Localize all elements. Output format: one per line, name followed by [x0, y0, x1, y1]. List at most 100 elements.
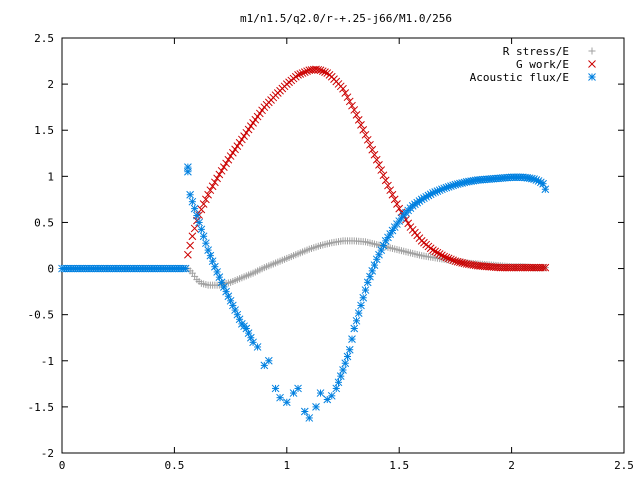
data-point — [458, 258, 466, 267]
data-point — [381, 176, 390, 185]
data-point — [442, 253, 451, 262]
data-point — [345, 345, 354, 354]
data-point — [440, 252, 449, 261]
data-point — [300, 68, 309, 76]
data-point — [372, 155, 381, 164]
legend-label: G work/E — [516, 58, 569, 71]
data-point — [460, 259, 469, 268]
data-point — [352, 316, 361, 325]
data-point — [339, 84, 347, 93]
data-point — [327, 391, 336, 400]
chart-title: m1/n1.5/q2.0/r-+.25-j66/M1.0/256 — [240, 12, 452, 25]
data-point — [447, 255, 455, 264]
data-point — [204, 190, 212, 199]
data-point — [390, 195, 399, 204]
data-point — [213, 174, 221, 183]
data-point — [199, 200, 208, 208]
x-tick-label: 2 — [508, 459, 515, 472]
data-point — [237, 135, 246, 144]
data-point — [228, 148, 237, 157]
data-point — [312, 65, 320, 74]
data-point — [220, 163, 228, 171]
data-point — [190, 204, 199, 213]
data-point — [379, 171, 388, 180]
data-point — [359, 125, 368, 134]
data-point — [404, 219, 413, 228]
data-point — [202, 195, 210, 204]
y-tick-label: -2 — [41, 447, 54, 460]
data-point — [541, 185, 550, 194]
data-point — [341, 359, 350, 368]
series-3 — [58, 163, 550, 422]
data-point — [235, 138, 244, 147]
plot-frame — [61, 37, 625, 454]
data-point — [444, 254, 453, 263]
data-point — [343, 93, 352, 102]
data-point — [184, 163, 192, 171]
data-point — [332, 384, 341, 393]
data-point — [204, 246, 212, 254]
data-point — [255, 109, 264, 118]
legend-marker — [588, 60, 596, 68]
data-point — [357, 301, 365, 310]
data-point — [186, 241, 194, 250]
data-point — [186, 190, 194, 199]
data-point — [350, 106, 359, 114]
data-point — [388, 190, 397, 199]
data-point — [300, 407, 309, 416]
data-point — [282, 398, 291, 407]
data-point — [539, 263, 547, 272]
data-point — [456, 258, 464, 267]
data-point — [193, 211, 201, 220]
legend-label: R stress/E — [503, 45, 569, 58]
data-point — [294, 384, 302, 393]
x-tick-label: 1.5 — [389, 459, 409, 472]
data-point — [249, 118, 257, 127]
data-point — [211, 178, 219, 187]
data-point — [251, 115, 260, 124]
data-point — [352, 111, 361, 119]
data-point — [253, 343, 262, 351]
data-point — [224, 155, 233, 164]
data-point — [334, 378, 343, 387]
data-point — [429, 246, 437, 254]
legend-marker — [588, 73, 596, 81]
legend-label: Acoustic flux/E — [470, 71, 569, 84]
data-point — [348, 335, 356, 343]
data-point — [348, 101, 356, 110]
data-point — [357, 121, 365, 129]
data-point — [377, 166, 386, 174]
data-point — [294, 71, 302, 79]
data-point — [231, 145, 239, 154]
data-point — [233, 142, 242, 150]
data-point — [395, 204, 404, 213]
data-point — [386, 186, 395, 195]
data-point — [321, 68, 329, 76]
y-tick-label: -0.5 — [28, 309, 55, 322]
data-point — [316, 66, 325, 75]
data-point — [393, 200, 401, 208]
data-point — [253, 112, 262, 121]
data-point — [211, 262, 219, 271]
data-point — [296, 70, 305, 78]
y-tick-label: 0.5 — [34, 216, 54, 229]
data-point — [276, 393, 284, 402]
data-point — [345, 97, 354, 106]
data-point — [215, 170, 224, 179]
data-point — [199, 232, 208, 241]
data-point — [451, 257, 460, 266]
y-tick-label: 0 — [47, 263, 54, 276]
data-point — [336, 372, 345, 381]
data-point — [431, 247, 440, 256]
data-point — [244, 125, 253, 134]
data-point — [264, 356, 273, 365]
data-point — [433, 248, 442, 257]
data-point — [368, 145, 377, 154]
data-point — [190, 224, 199, 233]
data-point — [195, 218, 203, 227]
data-point — [363, 135, 372, 144]
data-point — [181, 264, 190, 273]
data-point — [361, 286, 370, 294]
data-point — [226, 152, 235, 160]
